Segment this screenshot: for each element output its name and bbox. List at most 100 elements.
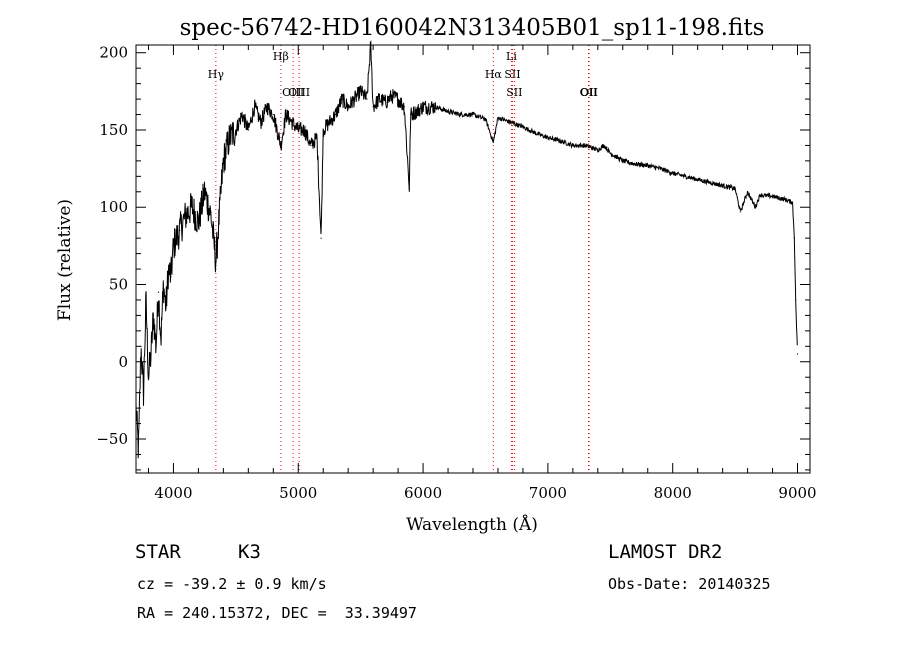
data-point-0-1 — [137, 450, 140, 452]
data-point-0-68 — [522, 126, 524, 128]
data-point-0-18 — [191, 206, 193, 208]
data-point-0-76 — [609, 152, 611, 154]
data-point-0-35 — [297, 129, 299, 131]
plot-axes: 4000 5000 6000 7000 8000 9000 −50 0 50 100 150 200 — [96, 44, 816, 502]
data-point-0-31 — [272, 113, 274, 116]
data-point-0-29 — [260, 121, 262, 123]
y-tick-label-5: 200 — [99, 44, 128, 62]
data-point-0-73 — [584, 144, 586, 147]
data-point-0-26 — [241, 113, 243, 116]
data-point-0-74 — [597, 149, 599, 151]
data-point-0-50 — [372, 106, 374, 108]
data-point-0-51 — [378, 98, 380, 100]
line-marker-label-1: Hβ — [273, 50, 289, 63]
plot-frame — [135, 44, 811, 474]
data-point-0-58 — [416, 110, 418, 113]
data-point-0-86 — [734, 188, 736, 190]
data-point-0-37 — [310, 144, 312, 147]
data-point-0-79 — [647, 164, 649, 167]
data-point-0-17 — [185, 214, 187, 216]
data-point-0-57 — [409, 113, 412, 116]
data-point-0-9 — [157, 291, 160, 293]
data-point-0-84 — [709, 181, 711, 184]
data-point-0-80 — [659, 168, 661, 170]
data-point-0-24 — [229, 137, 231, 139]
y-tick-label-1: 0 — [118, 353, 128, 371]
data-point-0-48 — [366, 98, 368, 100]
data-point-0-88 — [746, 191, 749, 193]
x-tick-label-5: 9000 — [778, 484, 816, 502]
x-tick-label-1: 5000 — [279, 484, 317, 502]
data-point-0-91 — [771, 195, 774, 198]
redshift-value: cz = -39.2 ± 0.9 km/s — [137, 575, 327, 593]
data-point-0-72 — [572, 144, 574, 147]
data-point-0-62 — [459, 113, 462, 116]
data-point-0-46 — [353, 98, 356, 100]
line-marker-label-8: OII — [580, 86, 598, 99]
data-point-0-41 — [322, 129, 324, 131]
data-point-0-32 — [280, 144, 282, 147]
data-point-0-19 — [197, 222, 200, 224]
data-point-0-65 — [492, 141, 494, 143]
data-point-0-61 — [447, 110, 449, 113]
data-point-0-94 — [793, 237, 795, 239]
data-point-0-39 — [318, 198, 321, 201]
data-point-0-16 — [179, 229, 181, 232]
data-point-0-13 — [167, 268, 170, 270]
line-marker-label-4: Hα — [485, 68, 503, 81]
spectrum-line-0 — [135, 40, 798, 459]
data-point-0-21 — [210, 214, 212, 216]
spectrum-series — [135, 40, 799, 459]
x-tick-label-2: 6000 — [404, 484, 442, 502]
line-marker-label-7: SII — [506, 86, 522, 99]
data-point-0-75 — [603, 144, 605, 147]
data-point-0-44 — [341, 98, 343, 100]
y-axis-label: Flux (relative) — [55, 199, 75, 321]
data-point-0-67 — [509, 121, 512, 123]
data-point-0-20 — [204, 191, 206, 193]
y-tick-label-0: −50 — [96, 430, 128, 448]
data-point-0-77 — [622, 160, 624, 162]
data-point-0-40 — [320, 237, 322, 239]
data-point-0-81 — [672, 172, 674, 174]
data-point-0-87 — [739, 211, 741, 213]
data-point-0-64 — [484, 118, 487, 120]
data-point-0-47 — [360, 90, 362, 92]
data-point-0-63 — [472, 113, 474, 116]
data-point-0-52 — [385, 101, 387, 103]
line-marker-label-0: Hγ — [208, 68, 225, 81]
data-point-0-90 — [759, 194, 761, 196]
data-point-0-28 — [253, 106, 256, 108]
object-class: STAR — [135, 541, 181, 563]
y-tick-label-2: 50 — [109, 275, 128, 293]
data-point-0-7 — [152, 314, 155, 316]
data-point-0-36 — [303, 129, 306, 131]
data-point-0-10 — [160, 337, 162, 340]
data-point-0-27 — [247, 129, 249, 131]
data-point-0-34 — [291, 121, 293, 123]
data-point-0-95 — [795, 299, 797, 301]
data-point-0-53 — [391, 95, 393, 97]
data-point-0-25 — [235, 129, 237, 131]
data-point-0-82 — [684, 175, 686, 177]
data-point-0-85 — [722, 185, 724, 187]
line-marker-label-9: OII — [580, 86, 598, 99]
data-point-0-30 — [266, 106, 268, 108]
data-point-0-6 — [150, 353, 152, 355]
data-point-0-11 — [162, 283, 165, 286]
data-point-0-93 — [791, 202, 794, 204]
line-marker-label-6: SII — [504, 68, 520, 81]
data-point-0-3 — [142, 392, 145, 394]
data-point-0-55 — [403, 106, 405, 108]
data-point-0-83 — [697, 178, 699, 181]
y-tick-label-4: 150 — [99, 121, 128, 139]
data-point-0-56 — [408, 188, 410, 190]
data-point-0-70 — [547, 137, 549, 139]
observation-date: Obs-Date: 20140325 — [608, 575, 771, 593]
survey-name: LAMOST DR2 — [608, 541, 723, 563]
data-point-0-45 — [347, 106, 349, 108]
coordinates: RA = 240.15372, DEC = 33.39497 — [137, 604, 417, 622]
data-point-0-89 — [754, 206, 756, 208]
data-point-0-43 — [335, 113, 337, 116]
